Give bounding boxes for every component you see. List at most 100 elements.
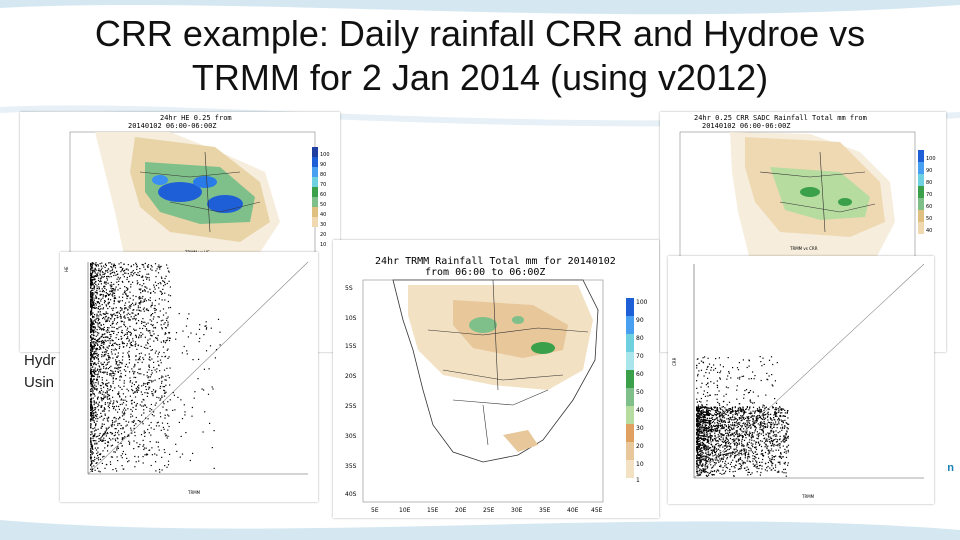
scatter-crr-point [756, 417, 758, 419]
scatter-he-point [93, 373, 96, 375]
scatter-crr-point [727, 357, 729, 359]
scatter-crr-point [700, 443, 702, 445]
scatter-he-point [136, 280, 138, 282]
scatter-he-point [139, 327, 141, 329]
scatter-crr-point [760, 409, 762, 411]
scatter-he-point [183, 345, 185, 348]
scatter-crr-point [772, 462, 774, 464]
scatter-crr-point [705, 410, 708, 412]
scatter-crr-point [711, 431, 713, 433]
scatter-crr-point [702, 430, 704, 432]
scatter-crr-point [750, 436, 752, 438]
scatter-he-point [145, 447, 147, 449]
scatter-he-point [91, 381, 93, 383]
scatter-he-point [105, 364, 107, 366]
scatter-crr-point [774, 415, 777, 417]
scatter-crr-point [704, 395, 707, 397]
scatter-he-point [93, 434, 95, 436]
scatter-crr-point [749, 447, 751, 449]
scatter-crr-point [753, 415, 755, 417]
scatter-he-point [106, 432, 108, 434]
scatter-crr-point [765, 439, 767, 441]
scatter-he-point [133, 384, 135, 386]
scatter-crr-point [767, 432, 769, 434]
scatter-he-point [119, 379, 121, 381]
scatter-he-point [95, 304, 97, 306]
scatter-he-point [114, 267, 117, 269]
scatter-he-point [146, 382, 148, 385]
scatter-he-point [108, 404, 110, 406]
scatter-he-point [91, 407, 93, 409]
scatter-he-point [211, 447, 213, 449]
scatter-he-point [150, 379, 152, 382]
scatter-he-point [116, 356, 118, 358]
scatter-he-point [119, 310, 121, 312]
scatter-he-point [135, 295, 137, 298]
scatter-he-point [114, 265, 116, 267]
scatter-crr-point [713, 450, 715, 452]
scatter-crr-point [705, 372, 707, 374]
scatter-he-point [161, 375, 163, 377]
scatter-he-point [121, 453, 124, 455]
scatter-crr-point [699, 463, 701, 465]
scatter-crr-point [704, 445, 706, 447]
scatter-he-point [90, 406, 92, 409]
scatter-he-point [159, 370, 161, 372]
scatter-he-point [98, 287, 100, 289]
scatter-crr-point [778, 461, 780, 464]
scatter-he-point [142, 290, 144, 292]
scatter-crr-point [725, 450, 727, 452]
scatter-crr-point [726, 404, 728, 406]
scatter-he-point [140, 352, 142, 354]
scatter-crr-point [716, 449, 718, 451]
scatter-he-point [112, 390, 114, 392]
scatter-he-point [114, 342, 116, 344]
scatter-he-point [119, 307, 122, 309]
scatter-crr-point [741, 425, 743, 427]
scatter-he-point [129, 305, 131, 307]
scatter-crr-point [779, 412, 782, 414]
scatter-crr-point [719, 414, 721, 416]
scatter-he-point [120, 361, 122, 363]
scatter-crr-point [729, 468, 731, 470]
scatter-he-point [167, 270, 170, 272]
scatter-crr-point [752, 458, 754, 460]
scatter-he-point [117, 371, 119, 373]
scatter-crr-point [778, 455, 780, 458]
scatter-he-point [143, 412, 145, 414]
scatter-he-point [90, 296, 92, 298]
scatter-he-point [125, 363, 127, 365]
scatter-he-point [117, 331, 119, 334]
scatter-crr-point [747, 474, 749, 476]
scatter-crr-point [743, 431, 745, 433]
scatter-crr-point [779, 455, 781, 457]
scatter-he-point [90, 408, 92, 410]
scatter-crr-point [696, 461, 698, 463]
scatter-he-point [120, 316, 122, 318]
scatter-crr-point [725, 413, 727, 415]
scatter-he-point [167, 464, 170, 466]
scatter-crr-point [766, 378, 768, 380]
scatter-crr-point [756, 408, 759, 410]
scatter-he-point [111, 420, 113, 422]
scatter-he-point [128, 443, 131, 445]
scatter-he-point [100, 340, 102, 343]
scatter-he-point [130, 316, 132, 318]
scatter-crr-point [756, 415, 758, 417]
scatter-he-point [108, 437, 111, 439]
scatter-crr-point [709, 461, 711, 463]
scatter-he-point [110, 369, 112, 372]
scatter-he-point [96, 274, 98, 276]
scatter-he-point [131, 382, 133, 384]
scatter-he-point [143, 310, 145, 312]
scatter-he-point [149, 449, 151, 451]
scatter-he-point [105, 315, 107, 317]
scatter-crr-point [718, 430, 720, 432]
scatter-he-point [93, 287, 95, 289]
map-trmm-borders [427, 279, 589, 446]
scatter-he-point [98, 365, 100, 367]
scatter-crr-point [700, 418, 702, 421]
scatter-he-point [106, 363, 108, 365]
scatter-crr-point [752, 418, 754, 420]
scatter-he-point [148, 449, 150, 451]
